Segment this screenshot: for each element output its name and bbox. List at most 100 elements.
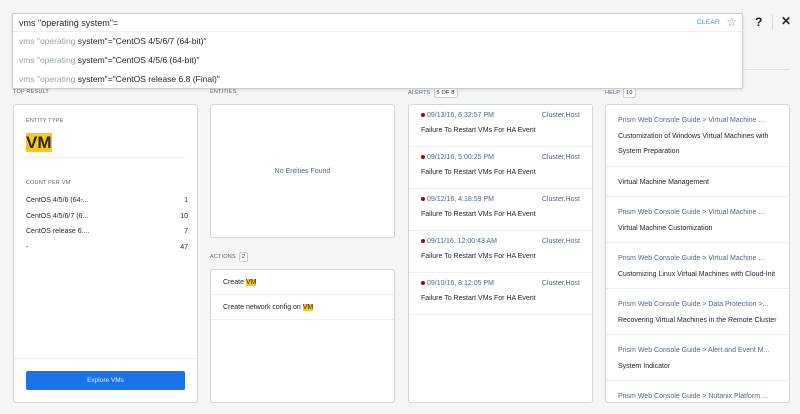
alert-title: Failure To Restart VMs For HA Event [421,211,536,218]
critical-dot-icon [421,113,425,117]
help-item[interactable]: Prism Web Console Guide > Nutanix Platfo… [606,381,789,402]
help-item[interactable]: Prism Web Console Guide > Virtual Machin… [606,105,789,167]
help-title: HELP [605,90,621,96]
divider [743,69,790,70]
actions-count-badge: 2 [238,252,249,262]
help-label: HELP 10 [605,88,636,98]
alert-item[interactable]: 09/12/16, 4:18:59 PM Cluster,Host Failure … [409,189,592,231]
alert-time: 09/12/16, 5:00:25 PM [427,154,494,161]
alert-item[interactable]: 09/13/16, 6:32:57 PM Cluster,Host Failure … [409,105,592,147]
suggestion-text: system"="CentOS 4/5/6/7 (64-bit)" [75,36,207,46]
alert-time: 09/10/16, 8:12:05 PM [427,280,494,287]
action-highlight: VM [245,279,257,286]
help-title: System Indicator [618,362,671,370]
count-label: COUNT PER VM [26,180,71,186]
alert-title: Failure To Restart VMs For HA Event [421,127,536,134]
alert-time-wrap: 09/12/16, 5:00:25 PM [421,154,494,161]
alert-time-wrap: 09/13/16, 6:32:57 PM [421,112,494,119]
action-text: Create network config on [223,304,303,311]
help-item[interactable]: Prism Web Console Guide > Virtual Machin… [606,243,789,289]
alerts-count-badge: 5 OF 8 [433,88,458,98]
alert-entity: Cluster,Host [541,196,580,203]
count-name: CentOS release 6.... [26,228,90,235]
count-value: 47 [180,243,188,251]
help-item[interactable]: Prism Web Console Guide > Alert and Even… [606,335,789,381]
alert-item[interactable]: 09/10/16, 8:12:05 PM Cluster,Host Failure … [409,273,592,315]
action-item[interactable]: Create network config on VM [211,295,394,320]
critical-dot-icon [421,197,425,201]
actions-panel: Create VM Create network config on VM [210,269,395,403]
help-path: Prism Web Console Guide > Virtual Machin… [618,117,765,124]
help-count-badge: 10 [623,88,636,98]
help-path: Prism Web Console Guide > Virtual Machin… [618,255,765,262]
help-path: Prism Web Console Guide > Alert and Even… [618,347,770,354]
alert-title: Failure To Restart VMs For HA Event [421,169,536,176]
help-title: Virtual Machine Management [618,178,709,186]
suggestion-item[interactable]: vms "operating system"="CentOS 4/5/6 (64… [13,51,742,70]
search-input[interactable]: vms "operating system"= [19,18,119,28]
help-title: Customizing Linux Virtual Machines with … [618,270,776,278]
alert-item[interactable]: 09/11/16, 12:00:43 AM Cluster,Host Failure… [409,231,592,273]
suggestion-text: system"="CentOS release 6.8 (Final)" [75,74,220,84]
critical-dot-icon [421,281,425,285]
suggestion-text: system"="CentOS 4/5/6 (64-bit)" [75,55,200,65]
close-button[interactable]: ✕ [781,14,792,28]
help-item[interactable]: Virtual Machine Management [606,167,789,197]
alert-entity: Cluster,Host [541,112,580,119]
critical-dot-icon [421,239,425,243]
action-item[interactable]: Create VM [211,270,394,295]
count-value: 10 [180,212,188,220]
help-title: Virtual Machine Customization [618,224,713,232]
suggestion-prefix: vms "operating [19,55,76,65]
count-row: CentOS 4/5/6 (64-... 1 [26,197,188,204]
help-path: Prism Web Console Guide > Virtual Machin… [618,209,765,216]
count-value: 7 [184,228,188,235]
divider [772,15,773,29]
count-name: CentOS 4/5/6 (64-... [26,197,89,204]
help-path: Prism Web Console Guide > Nutanix Platfo… [618,393,768,400]
alert-entity: Cluster,Host [541,238,580,245]
count-value: 1 [184,197,188,204]
help-item[interactable]: Prism Web Console Guide > Data Protectio… [606,289,789,335]
alerts-label: ALERTS 5 OF 8 [408,88,458,98]
explore-vms-button[interactable]: Explore VMs [26,371,185,390]
clear-button[interactable]: CLEAR [696,19,720,26]
alert-time: 09/11/16, 12:00:43 AM [427,238,497,245]
top-result-label: TOP RESULT [13,89,49,95]
count-name: CentOS 4/5/6/7 (6... [26,212,89,220]
count-list: CentOS 4/5/6 (64-... 1 CentOS 4/5/6/7 (6.… [26,197,188,259]
alert-time-wrap: 09/10/16, 8:12:05 PM [421,280,494,287]
search-box[interactable]: vms "operating system"= CLEAR ☆ vms "ope… [12,13,743,89]
help-title: Recovering Virtual Machines in the Remot… [618,316,777,324]
actions-label: ACTIONS 2 [210,252,249,262]
alert-time: 09/12/16, 4:18:59 PM [427,196,494,203]
help-button[interactable]: ? [755,15,763,29]
alert-time-wrap: 09/11/16, 12:00:43 AM [421,238,497,245]
suggestion-prefix: vms "operating [19,74,76,84]
top-result-panel: ENTITY TYPE VM COUNT PER VM CentOS 4/5/6… [13,104,198,403]
alert-entity: Cluster,Host [541,280,580,287]
count-row: CentOS release 6.... 7 [26,228,188,235]
help-item[interactable]: Prism Web Console Guide > Virtual Machin… [606,197,789,243]
alert-entity: Cluster,Host [541,154,580,161]
suggestion-prefix: vms "operating [19,36,76,46]
alerts-title: ALERTS [408,90,431,96]
suggestion-item[interactable]: vms "operating system"="CentOS release 6… [13,70,742,89]
help-panel: Prism Web Console Guide > Virtual Machin… [605,104,790,403]
alert-item[interactable]: 09/12/16, 5:00:25 PM Cluster,Host Failure … [409,147,592,189]
divider [26,157,185,158]
alert-time-wrap: 09/12/16, 4:18:59 PM [421,196,494,203]
alert-title: Failure To Restart VMs For HA Event [421,295,536,302]
alert-time: 09/13/16, 6:32:57 PM [427,112,494,119]
alert-title: Failure To Restart VMs For HA Event [421,253,536,260]
count-row: - 47 [26,244,188,251]
star-icon[interactable]: ☆ [726,15,737,29]
entity-type-value: VM [26,133,52,152]
count-name: - [26,243,29,251]
entities-label: ENTITIES [210,89,237,95]
divider [14,358,197,359]
entity-type-label: ENTITY TYPE [26,118,64,124]
action-text: Create [223,279,246,286]
suggestion-item[interactable]: vms "operating system"="CentOS 4/5/6/7 (… [13,32,742,51]
count-row: CentOS 4/5/6/7 (6... 10 [26,213,188,220]
